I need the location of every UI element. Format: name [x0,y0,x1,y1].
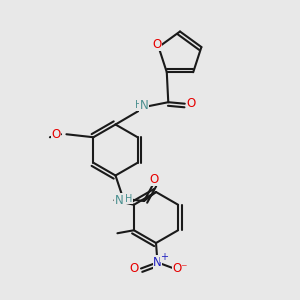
Text: O: O [150,172,159,186]
Text: N: N [115,194,124,207]
Text: +: + [160,251,168,262]
Text: H: H [135,100,142,110]
Text: O: O [187,97,196,110]
Text: O: O [130,262,139,275]
Text: N: N [153,256,162,269]
Text: H: H [125,194,132,204]
Text: O⁻: O⁻ [173,262,188,275]
Text: N: N [140,99,148,112]
Text: O: O [152,38,162,50]
Text: O: O [51,128,61,141]
